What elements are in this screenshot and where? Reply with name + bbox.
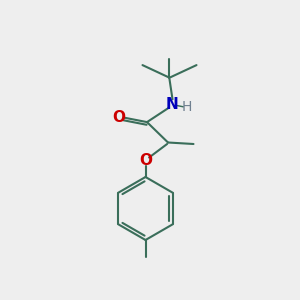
Text: N: N <box>166 97 179 112</box>
Text: O: O <box>139 153 152 168</box>
Text: H: H <box>182 100 192 114</box>
Text: O: O <box>112 110 125 125</box>
